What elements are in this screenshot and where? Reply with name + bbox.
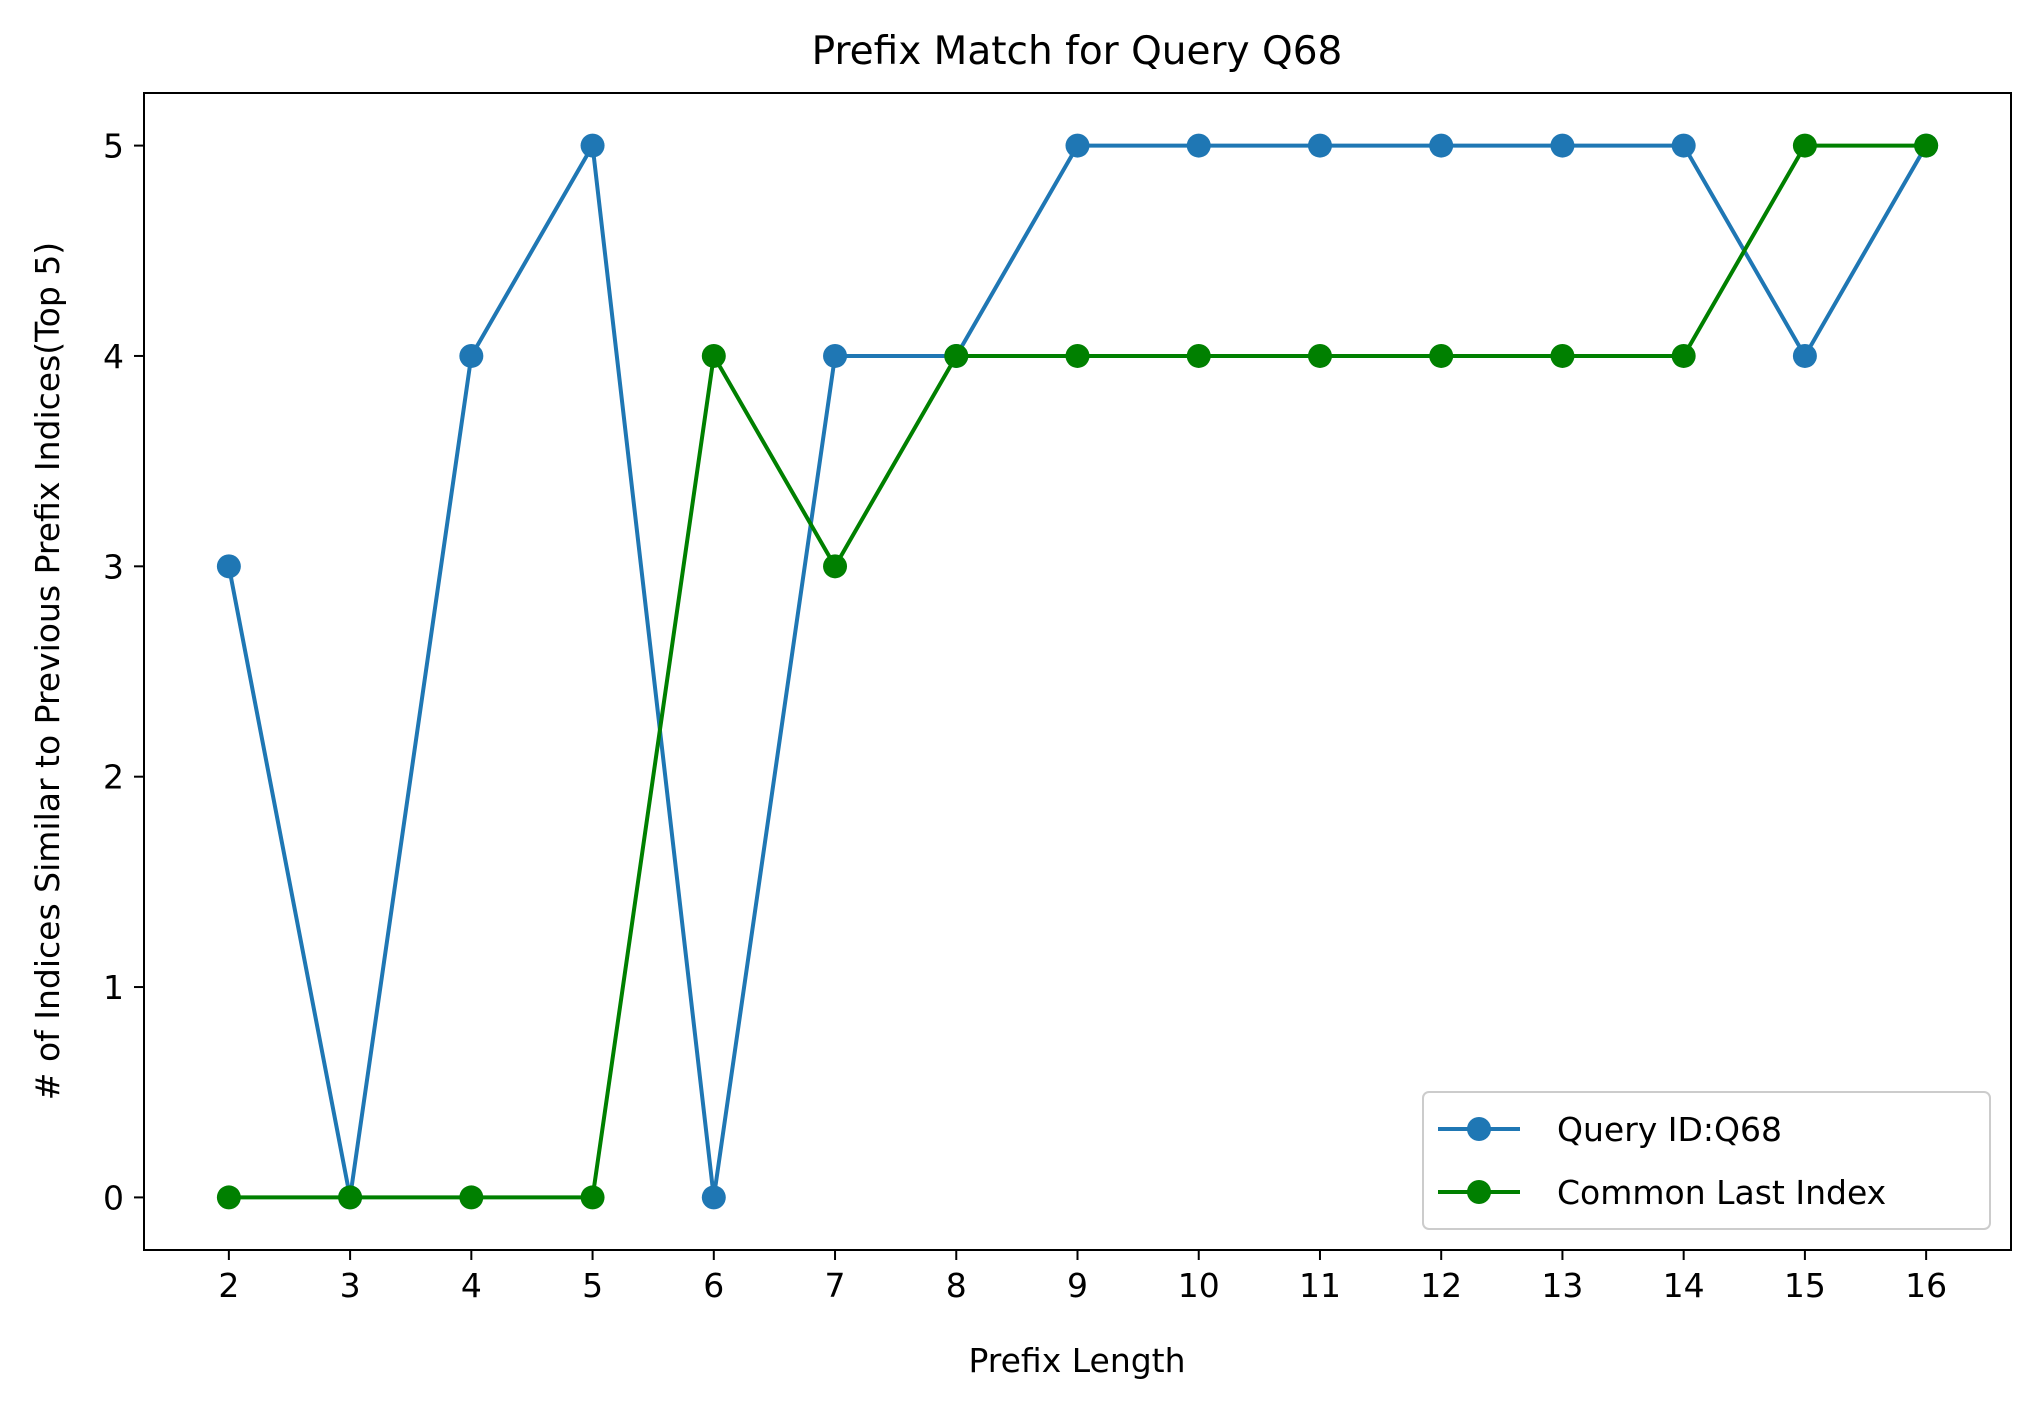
x-tick-label: 15	[1784, 1266, 1826, 1305]
series-1-point	[701, 343, 726, 368]
series-1-point	[1429, 343, 1454, 368]
x-tick-label: 2	[218, 1266, 239, 1305]
x-tick-label: 8	[946, 1266, 967, 1305]
series-0-point	[701, 1185, 726, 1210]
legend-box	[1422, 1091, 1991, 1230]
y-tick-label: 0	[103, 1178, 124, 1217]
legend: Query ID:Q68 Common Last Index	[1422, 1091, 1991, 1230]
series-1-point	[216, 1185, 241, 1210]
x-tick-label: 14	[1663, 1266, 1705, 1305]
x-tick-label: 12	[1420, 1266, 1462, 1305]
x-axis-label: Prefix Length	[968, 1341, 1185, 1380]
series-0-point	[1307, 133, 1332, 158]
series-0-point	[216, 554, 241, 579]
x-tick-label: 7	[825, 1266, 846, 1305]
series-0-point	[1792, 343, 1817, 368]
y-axis: 0 1 2 3 4 5	[103, 127, 144, 1217]
legend-label-common: Common Last Index	[1557, 1173, 1886, 1212]
series-0-point	[1429, 133, 1454, 158]
chart-title: Prefix Match for Query Q68	[812, 29, 1343, 74]
y-tick-label: 5	[103, 127, 124, 166]
series-1-point	[1671, 343, 1696, 368]
series-1-point	[338, 1185, 363, 1210]
legend-label-query: Query ID:Q68	[1557, 1110, 1782, 1149]
series-1-point	[1792, 133, 1817, 158]
series-0-point	[1671, 133, 1696, 158]
x-tick-label: 5	[582, 1266, 603, 1305]
series-1-point	[944, 343, 969, 368]
y-tick-label: 2	[103, 758, 124, 797]
x-tick-label: 11	[1299, 1266, 1341, 1305]
series-1-point	[1186, 343, 1211, 368]
series-1-point	[823, 554, 848, 579]
series-1-point	[459, 1185, 484, 1210]
series-0-point	[1550, 133, 1575, 158]
series-1-point	[580, 1185, 605, 1210]
legend-marker-query	[1467, 1117, 1491, 1141]
y-tick-label: 3	[103, 547, 124, 586]
series-0-point	[580, 133, 605, 158]
series-0-point	[1186, 133, 1211, 158]
x-tick-label: 4	[461, 1266, 482, 1305]
series-1-point	[1065, 343, 1090, 368]
y-tick-label: 1	[103, 968, 124, 1007]
series-1-point	[1550, 343, 1575, 368]
y-tick-label: 4	[103, 337, 124, 376]
x-tick-label: 10	[1178, 1266, 1220, 1305]
series-layer	[216, 133, 1939, 1210]
series-1-point	[1307, 343, 1332, 368]
y-axis-label: # of Indices Similar to Previous Prefix …	[28, 242, 67, 1100]
x-tick-label: 6	[703, 1266, 724, 1305]
x-tick-label: 3	[340, 1266, 361, 1305]
series-0-point	[823, 343, 848, 368]
series-1-point	[1914, 133, 1939, 158]
legend-marker-common	[1467, 1180, 1491, 1204]
series-0-point	[459, 343, 484, 368]
x-tick-label: 16	[1905, 1266, 1947, 1305]
series-0-point	[1065, 133, 1090, 158]
x-axis: 2 3 4 5 6 7 8 9 10 11 12 13 14 15 16	[218, 1250, 1947, 1305]
x-tick-label: 9	[1067, 1266, 1088, 1305]
x-tick-label: 13	[1541, 1266, 1583, 1305]
